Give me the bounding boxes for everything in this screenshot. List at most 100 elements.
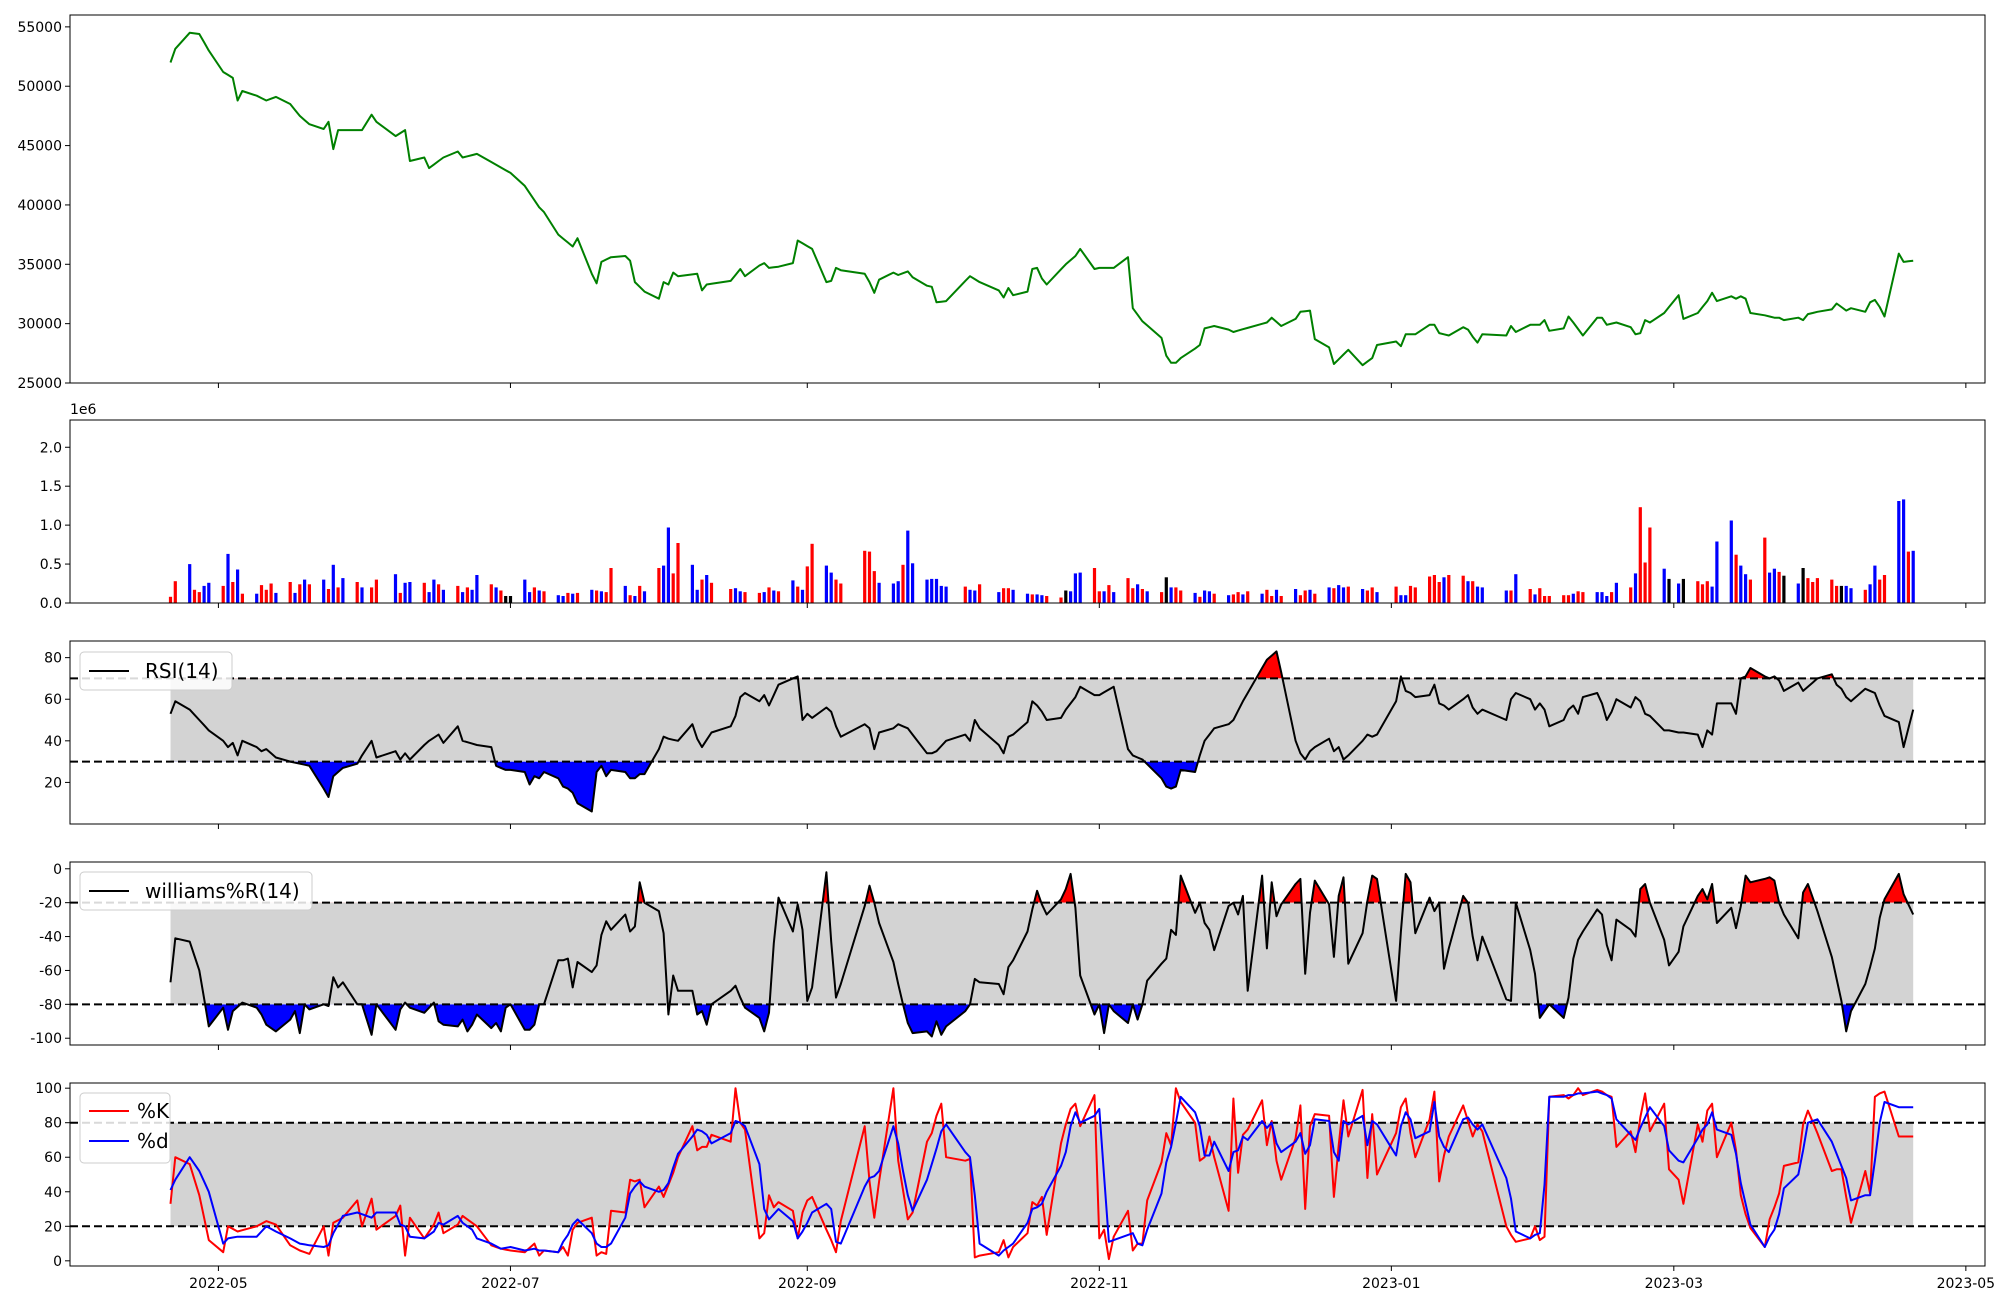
- volume-bar: [1327, 587, 1331, 603]
- volume-bar: [1873, 565, 1877, 603]
- volume-bar: [1078, 572, 1082, 603]
- volume-bar: [1346, 586, 1350, 603]
- volume-bar: [221, 585, 225, 603]
- volume-bar: [1107, 585, 1111, 603]
- volume-bar: [226, 553, 230, 603]
- volume-bar: [1667, 578, 1671, 603]
- volume-bar: [690, 564, 694, 603]
- price-ytick-label: 40000: [17, 198, 62, 214]
- volume-bar: [489, 584, 493, 603]
- volume-bar: [274, 592, 278, 603]
- volume-bar: [968, 589, 972, 603]
- volume-bar: [571, 593, 575, 603]
- volume-bar: [523, 579, 527, 603]
- volume-bar: [173, 581, 177, 603]
- volume-bar: [1236, 592, 1240, 603]
- volume-bar: [1547, 596, 1551, 603]
- volume-bar: [192, 589, 197, 603]
- volume-bar: [1696, 581, 1700, 603]
- volume-bar: [1432, 575, 1436, 603]
- volume-bar: [1428, 576, 1432, 603]
- xtick-label: 2023-01: [1362, 1276, 1421, 1292]
- volume-bar: [1006, 588, 1010, 603]
- volume-bar: [1729, 520, 1733, 603]
- volume-bar: [1040, 595, 1044, 603]
- volume-bar: [1303, 590, 1307, 603]
- volume-bar: [494, 587, 498, 603]
- volume-bar: [1475, 586, 1480, 603]
- volume-bar: [303, 579, 307, 603]
- volume-bar: [508, 596, 513, 603]
- volume-bar: [1514, 574, 1518, 603]
- xtick-label: 2022-09: [778, 1276, 837, 1292]
- volume-bar: [1566, 595, 1571, 603]
- volume-bar: [1748, 579, 1752, 603]
- volume-bar: [911, 563, 915, 603]
- volume-bar: [1576, 591, 1580, 603]
- volume-bar: [1796, 583, 1800, 603]
- stochastic-ytick-label: 40: [44, 1185, 62, 1201]
- price-ytick-label: 50000: [17, 79, 62, 95]
- stochastic-k-line: [169, 1087, 1914, 1261]
- volume-bar: [997, 592, 1001, 603]
- williams-axes-frame: [69, 861, 1986, 1046]
- rsi-legend-box: [79, 651, 233, 691]
- volume-bar: [901, 564, 905, 603]
- volume-bar: [709, 582, 714, 603]
- volume-bar: [1160, 592, 1164, 603]
- volume-bar: [906, 530, 910, 603]
- volume-bar: [1562, 595, 1566, 603]
- volume-bar: [1677, 583, 1681, 603]
- williams-overbought-fill: [637, 872, 1908, 903]
- volume-bar: [1882, 575, 1887, 603]
- volume-bar: [1059, 597, 1063, 603]
- volume-bar: [355, 582, 359, 603]
- volume-bar: [168, 596, 173, 603]
- volume-bar: [930, 578, 934, 603]
- volume-bar: [729, 589, 733, 603]
- volume-bar: [1030, 594, 1034, 603]
- xtick-label: 2022-07: [481, 1276, 540, 1292]
- volume-bar: [1461, 575, 1465, 603]
- volume-bar: [1911, 550, 1915, 603]
- xtick-label: 2022-11: [1070, 1276, 1129, 1292]
- volume-bar: [398, 592, 402, 603]
- volume-bar: [1595, 592, 1599, 603]
- volume-bar: [1375, 592, 1379, 603]
- volume-bar: [1600, 592, 1604, 603]
- volume-bar: [1341, 587, 1346, 603]
- volume-bar: [1207, 591, 1211, 603]
- volume-ytick-label: 1.0: [40, 518, 62, 534]
- volume-bar: [1801, 568, 1805, 603]
- volume-bar: [432, 579, 436, 603]
- rsi-legend: RSI(14): [79, 651, 233, 691]
- volume-bar: [1571, 593, 1575, 603]
- volume-bar: [1744, 574, 1748, 603]
- volume-bar: [973, 590, 977, 603]
- volume-bar: [1471, 581, 1475, 603]
- volume-bar: [528, 592, 532, 603]
- volume-bar: [1313, 593, 1317, 603]
- price-axes-frame: [69, 14, 1986, 384]
- williams-line: [169, 871, 1915, 1038]
- volume-bar: [1174, 587, 1178, 603]
- volume-bar: [1447, 575, 1451, 603]
- volume-bar: [188, 564, 192, 603]
- volume-bar: [1097, 591, 1101, 603]
- volume-bar: [896, 581, 900, 603]
- volume-bar: [441, 589, 445, 603]
- stochastic-panel: 0 20 40 60 80 100 2022-05 2022-07 2022-09 2022-11…: [35, 1081, 1995, 1292]
- volume-offset-label: 1e6: [70, 402, 97, 418]
- volume-bar: [1404, 595, 1408, 603]
- volume-bar: [408, 582, 412, 603]
- volume-bar: [1145, 591, 1149, 603]
- volume-bar: [1638, 507, 1642, 603]
- volume-bar: [657, 568, 661, 603]
- volume-bar: [1849, 588, 1853, 603]
- williams-ytick-label: -60: [39, 963, 62, 979]
- volume-bar: [1102, 591, 1106, 603]
- volume-bar: [1466, 581, 1470, 603]
- volume-bar: [1270, 596, 1274, 603]
- williams-ytick-label: -40: [39, 930, 62, 946]
- volume-bar: [695, 589, 699, 603]
